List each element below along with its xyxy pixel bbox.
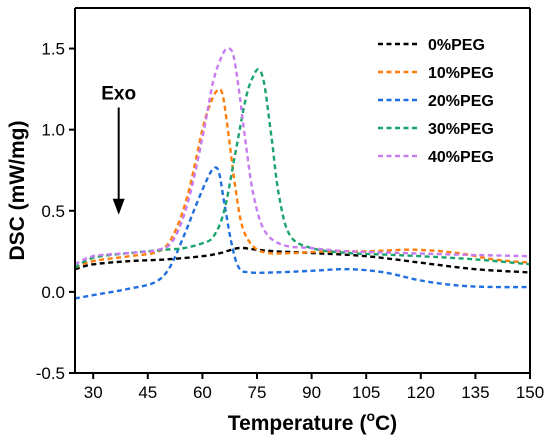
legend: 0%PEG 10%PEG 20%PEG 30%PEG 40%PEG bbox=[378, 37, 494, 166]
x-tick-label: 30 bbox=[84, 383, 103, 402]
y-tick-label: 1.0 bbox=[41, 121, 65, 140]
y-tick-label: 1.5 bbox=[41, 40, 65, 59]
y-tick-label: -0.5 bbox=[36, 364, 65, 383]
x-axis-title-main: Temperature bbox=[228, 412, 354, 435]
exo-label: Exo bbox=[101, 83, 136, 104]
legend-label: 40%PEG bbox=[428, 149, 494, 166]
x-tick-label: 45 bbox=[138, 383, 157, 402]
x-tick-label: 75 bbox=[248, 383, 267, 402]
exo-arrow-head bbox=[112, 198, 125, 215]
y-axis-title: DSC (mW/mg) bbox=[6, 121, 29, 261]
legend-label: 10%PEG bbox=[428, 65, 494, 82]
series-layer bbox=[74, 47, 531, 300]
axes-layer bbox=[74, 7, 531, 374]
x-tick-label: 60 bbox=[193, 383, 212, 402]
x-axis-title: Temperature (oC) bbox=[228, 408, 397, 435]
ticks-layer: 30 45 60 75 90 105 120 135 150 -0.5 0.0 0.5 1.0 1.5 bbox=[36, 40, 544, 402]
series-line-20pct-peg bbox=[74, 166, 531, 300]
exo-annotation: Exo bbox=[101, 83, 136, 215]
legend-label: 0%PEG bbox=[428, 37, 485, 54]
x-tick-label: 135 bbox=[461, 383, 489, 402]
x-tick-label: 90 bbox=[302, 383, 321, 402]
series-line-40pct-peg bbox=[74, 47, 531, 266]
legend-label: 20%PEG bbox=[428, 93, 494, 110]
y-tick-label: 0.0 bbox=[41, 283, 65, 302]
series-line-10pct-peg bbox=[74, 87, 531, 269]
legend-label: 30%PEG bbox=[428, 121, 494, 138]
x-axis-title-unit-suffix: C) bbox=[375, 412, 397, 435]
x-tick-label: 105 bbox=[352, 383, 380, 402]
x-axis-title-unit-prefix: ( bbox=[359, 412, 366, 435]
x-tick-label: 120 bbox=[407, 383, 435, 402]
series-line-30pct-peg bbox=[74, 68, 531, 269]
x-axis-title-unit-sup: o bbox=[366, 408, 375, 424]
y-tick-label: 0.5 bbox=[41, 202, 65, 221]
series-line-0pct-peg bbox=[74, 246, 531, 274]
x-tick-label: 150 bbox=[516, 383, 544, 402]
